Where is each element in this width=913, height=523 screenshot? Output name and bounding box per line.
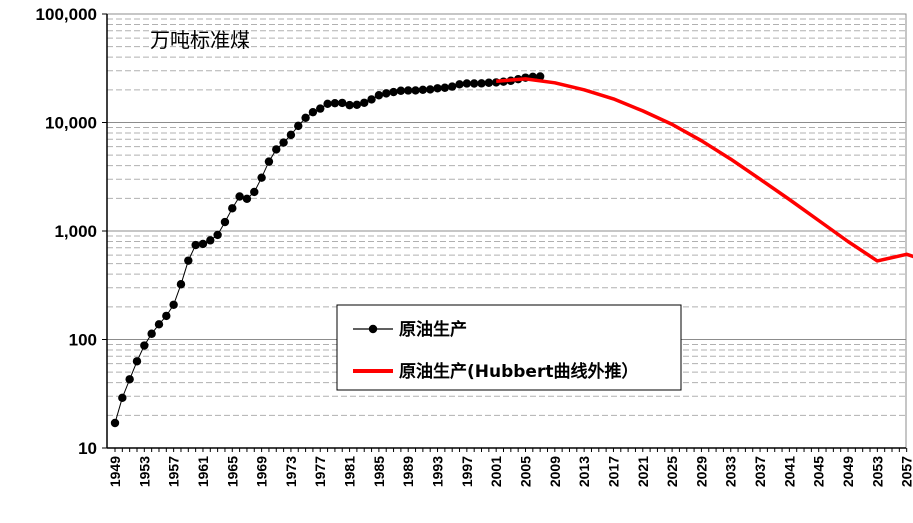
legend-label-1: 原油生产(Hubbert曲线外推） [399, 361, 638, 382]
legend-marker [368, 324, 378, 334]
data-point [411, 86, 420, 95]
data-point [213, 230, 222, 240]
data-point [316, 104, 325, 113]
x-tick-label: 2001 [488, 456, 504, 487]
data-point [272, 145, 281, 154]
x-tick-label: 1997 [459, 456, 475, 487]
data-point [433, 84, 442, 93]
data-point [477, 79, 486, 88]
x-tick-label: 2029 [693, 456, 709, 487]
data-point [206, 236, 215, 245]
data-point [360, 98, 369, 107]
x-tick-label: 1985 [371, 456, 387, 487]
data-point [147, 329, 156, 338]
data-point [279, 138, 288, 147]
data-point [162, 311, 171, 321]
data-point [367, 95, 376, 104]
data-point [286, 130, 296, 140]
data-point [447, 82, 457, 91]
unit-label: 万吨标准煤 [150, 28, 250, 52]
x-tick-label: 1957 [166, 456, 182, 487]
data-point [220, 217, 230, 227]
axes: 10 100 1,000 10,000 100,000 1949 1953 1957 1961 1… [36, 5, 913, 487]
data-point [440, 83, 450, 92]
x-tick-label: 2021 [635, 456, 651, 487]
data-point [426, 85, 435, 94]
x-tick-label: 2009 [547, 456, 563, 487]
series-line-1 [496, 77, 913, 263]
data-point [462, 79, 472, 88]
x-tick-label: 2017 [605, 456, 621, 487]
x-tick-label: 2025 [664, 456, 680, 487]
data-point [242, 194, 252, 204]
x-tick-label: 2045 [811, 456, 827, 487]
x-tick-label: 1953 [136, 456, 152, 487]
data-point [110, 418, 120, 428]
data-point [184, 256, 193, 265]
data-point [294, 121, 303, 131]
data-point [140, 341, 149, 350]
data-point [535, 72, 545, 81]
x-tick-label: 1961 [195, 456, 211, 487]
x-tick-label: 1977 [312, 456, 328, 487]
y-tick-label: 10 [78, 439, 97, 458]
data-point [198, 239, 208, 249]
data-point [191, 240, 200, 250]
data-point [264, 157, 274, 166]
legend-box [336, 304, 682, 391]
data-point [345, 100, 354, 110]
x-tick-label: 2013 [576, 456, 592, 487]
data-point [469, 79, 479, 88]
x-tick-label: 2053 [869, 456, 885, 487]
data-point [169, 300, 178, 309]
x-tick-label: 2005 [517, 456, 533, 487]
data-point [396, 86, 406, 95]
data-point [132, 357, 142, 366]
x-tick-label: 2033 [723, 456, 739, 487]
data-point [404, 86, 413, 95]
data-point [352, 100, 362, 109]
data-point [382, 89, 391, 98]
x-tick-label: 1981 [342, 456, 358, 487]
y-tick-label: 100,000 [36, 5, 97, 24]
data-point [228, 204, 237, 213]
data-point [250, 187, 259, 197]
data-point [125, 375, 134, 384]
x-tick-label: 1969 [254, 456, 270, 487]
y-tick-label: 1,000 [54, 222, 97, 241]
x-tick-label: 1949 [107, 456, 123, 487]
data-point [330, 98, 340, 108]
data-point [374, 91, 384, 100]
data-point [338, 98, 347, 108]
data-point [418, 85, 428, 94]
data-point [389, 87, 398, 97]
data-point [301, 113, 310, 122]
x-tick-label: 2037 [752, 456, 768, 487]
data-point [118, 393, 127, 403]
x-tick-label: 1989 [400, 456, 416, 487]
data-point [455, 80, 464, 89]
y-tick-label: 10,000 [45, 114, 97, 133]
x-tick-label: 1973 [283, 456, 299, 487]
data-point [176, 280, 186, 289]
data-point [154, 320, 164, 329]
data-point [484, 78, 494, 87]
data-point [257, 173, 266, 182]
legend-label-0: 原油生产 [399, 319, 467, 340]
data-point [235, 192, 244, 201]
x-tick-label: 1993 [430, 456, 446, 487]
series-area [110, 72, 913, 428]
x-tick-label: 2057 [899, 456, 913, 487]
x-tick-label: 2049 [840, 456, 856, 487]
y-tick-label: 100 [69, 331, 97, 350]
data-point [323, 99, 332, 109]
x-tick-label: 2041 [781, 456, 797, 487]
data-point [308, 107, 318, 117]
x-tick-label: 1965 [224, 456, 240, 487]
